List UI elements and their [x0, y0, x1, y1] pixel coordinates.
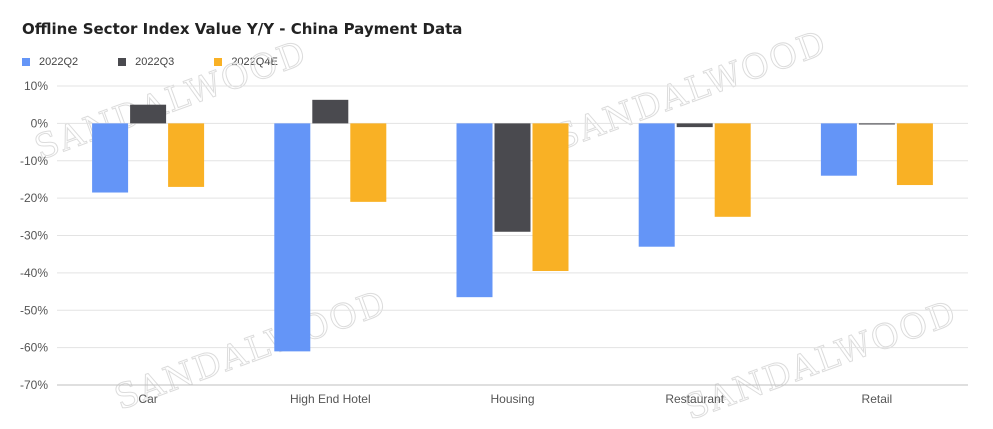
watermark-text: SANDALWOOD [549, 23, 832, 159]
bar-2022q3-high-end-hotel[interactable] [312, 99, 349, 124]
legend: 2022Q2 2022Q3 2022Q4E [22, 56, 318, 68]
bar-2022q2-retail[interactable] [820, 123, 857, 176]
bar-2022q2-housing[interactable] [456, 123, 493, 298]
y-tick-label: -70% [20, 378, 48, 392]
bar-2022q2-high-end-hotel[interactable] [274, 123, 311, 352]
x-category-label: Retail [862, 392, 893, 406]
watermark-text: SANDALWOOD [679, 293, 962, 429]
bars [92, 99, 933, 352]
y-tick-label: 0% [31, 116, 49, 130]
bar-2022q3-restaurant[interactable] [676, 123, 713, 128]
legend-label: 2022Q4E [231, 56, 278, 68]
legend-item-2022q2[interactable]: 2022Q2 [22, 56, 78, 68]
y-tick-label: -20% [20, 191, 48, 205]
x-category-label: High End Hotel [290, 392, 371, 406]
y-tick-label: -50% [20, 303, 48, 317]
y-tick-label: -10% [20, 154, 48, 168]
bar-2022q3-retail[interactable] [858, 123, 895, 125]
y-tick-label: -60% [20, 341, 48, 355]
x-category-label: Car [138, 392, 157, 406]
legend-label: 2022Q2 [39, 56, 79, 68]
legend-swatch [118, 58, 127, 66]
bar-2022q3-car[interactable] [130, 104, 167, 124]
bar-2022q4e-high-end-hotel[interactable] [350, 123, 387, 202]
x-category-label: Restaurant [665, 392, 724, 406]
legend-swatch [22, 58, 30, 66]
legend-item-2022q3[interactable]: 2022Q3 [118, 56, 174, 68]
bar-2022q4e-retail[interactable] [896, 123, 933, 186]
bar-2022q4e-car[interactable] [168, 123, 205, 187]
bar-2022q2-restaurant[interactable] [638, 123, 675, 247]
x-axis: Car High End Hotel Housing Restaurant Retail [138, 392, 892, 406]
legend-swatch [214, 58, 223, 66]
legend-label: 2022Q3 [135, 56, 175, 68]
y-axis: 10% 0% -10% -20% -30% -40% -50% -60% -70% [20, 79, 48, 392]
bar-2022q4e-restaurant[interactable] [714, 123, 751, 217]
chart-title: Offline Sector Index Value Y/Y - China P… [22, 20, 463, 38]
y-tick-label: 10% [24, 79, 48, 93]
bar-2022q4e-housing[interactable] [532, 123, 569, 272]
legend-item-2022q4e[interactable]: 2022Q4E [214, 56, 278, 68]
bar-2022q2-car[interactable] [92, 123, 129, 193]
bar-2022q3-housing[interactable] [494, 123, 531, 232]
y-tick-label: -40% [20, 266, 48, 280]
y-tick-label: -30% [20, 229, 48, 243]
x-category-label: Housing [490, 392, 534, 406]
